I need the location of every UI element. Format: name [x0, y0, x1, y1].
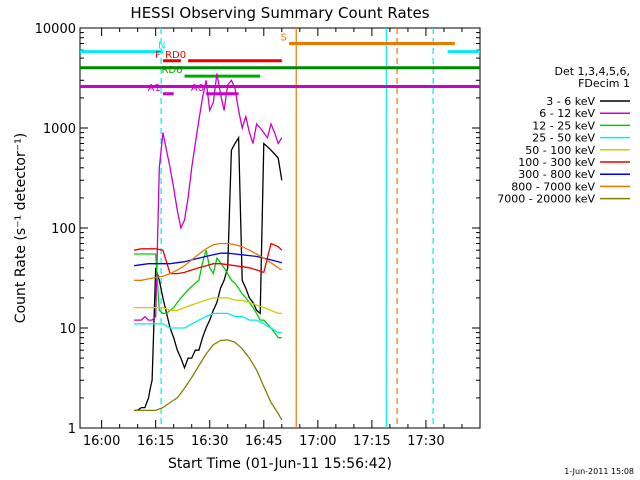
series-line [133, 242, 283, 275]
legend-header: Det 1,3,4,5,6, [554, 65, 630, 78]
series-line [134, 252, 282, 267]
x-tick-label: 17:00 [299, 434, 336, 449]
y-tick-label: 100 [51, 222, 76, 237]
annotation-label: A1 [148, 83, 161, 94]
annotation-label: F [155, 50, 161, 61]
legend-entry: 300 - 800 keV [518, 168, 595, 181]
chart-title: HESSI Observing Summary Count Rates [130, 4, 429, 22]
x-tick-label: 17:15 [353, 434, 390, 449]
legend-entry: 800 - 7000 keV [511, 180, 595, 193]
series-line [134, 242, 283, 281]
x-tick-label: 16:00 [83, 434, 120, 449]
y-tick-label: 1 [68, 422, 76, 437]
footer-timestamp: 1-Jun-2011 15:08 [564, 467, 634, 476]
legend-entry: 50 - 100 keV [525, 144, 595, 157]
annotation-label: RD6 [161, 65, 182, 76]
legend-entry: 6 - 12 keV [539, 107, 595, 120]
annotation-label: RD0 [165, 50, 186, 61]
annotation-label: S [281, 32, 287, 43]
series-line [134, 312, 282, 334]
x-axis-label: Start Time (01-Jun-11 15:56:42) [168, 456, 392, 472]
series-line [134, 297, 282, 315]
x-tick-label: 16:15 [137, 434, 174, 449]
y-tick-label: 1000 [43, 122, 76, 137]
series-line [134, 339, 283, 421]
x-tick-label: 17:30 [407, 434, 444, 449]
series-line [134, 73, 283, 321]
legend-entry: 3 - 6 keV [546, 95, 595, 108]
legend-entry: 12 - 25 keV [532, 119, 595, 132]
data-series [133, 73, 283, 421]
y-tick-label: 10000 [35, 22, 76, 37]
series-line [134, 135, 283, 412]
y-axis-label: Count Rate (s⁻¹ detector⁻¹) [13, 133, 29, 323]
x-tick-label: 16:45 [245, 434, 282, 449]
legend-header: FDecim 1 [578, 77, 630, 90]
x-tick-label: 16:30 [191, 434, 228, 449]
vertical-markers [160, 28, 434, 428]
legend-entry: 25 - 50 keV [532, 132, 595, 145]
series-line [134, 250, 282, 339]
annotation-label: A0 [191, 83, 204, 94]
y-tick-label: 10 [59, 322, 76, 337]
legend-entry: 100 - 300 keV [518, 156, 595, 169]
annotation-label: N [158, 41, 165, 52]
legend-entry: 7000 - 20000 keV [497, 193, 595, 206]
axis-ticks: 16:00 16:15 16:30 16:45 17:00 17:15 17:30 1 10 10… [35, 22, 480, 449]
